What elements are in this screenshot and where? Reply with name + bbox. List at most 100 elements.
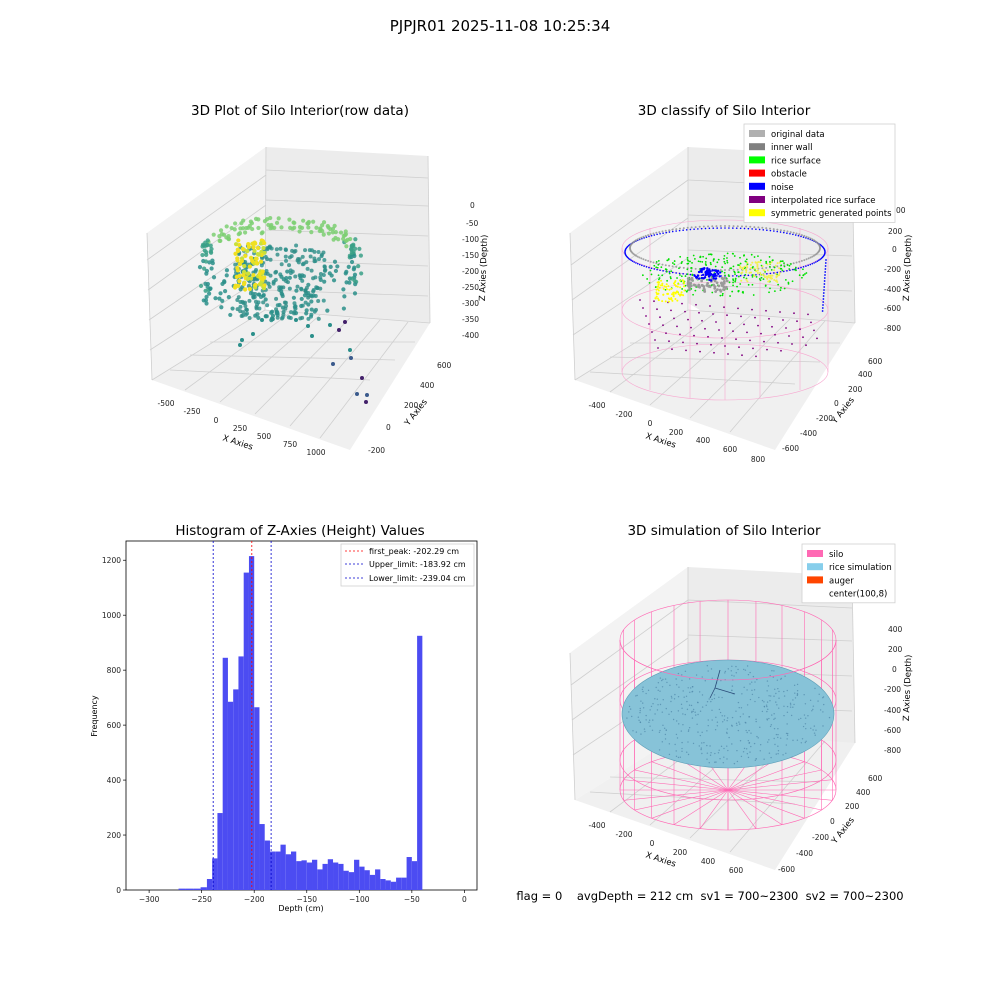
rice-sim-point xyxy=(783,714,785,717)
rice-sim-point xyxy=(706,700,709,703)
rice-sim-point xyxy=(687,741,689,743)
data-point xyxy=(311,288,316,293)
symmetric-point xyxy=(672,291,675,294)
data-point xyxy=(250,258,255,263)
symmetric-point xyxy=(661,282,664,285)
rice-sim-point xyxy=(744,669,747,671)
noise-point xyxy=(789,232,791,235)
interpolated-point xyxy=(654,339,656,341)
histogram-bar xyxy=(375,869,381,890)
noise-point xyxy=(685,229,688,231)
symmetric-point xyxy=(766,275,768,278)
data-point xyxy=(292,249,297,254)
wall-point xyxy=(719,225,722,228)
rice-sim-point xyxy=(707,719,709,721)
rice-sim-point xyxy=(695,714,697,716)
rice-sim-point xyxy=(748,729,750,732)
wall-point xyxy=(644,259,647,262)
rice-point xyxy=(669,276,672,278)
symmetric-point xyxy=(661,300,664,303)
rice-sim-point xyxy=(753,742,756,745)
noise-point xyxy=(643,265,645,267)
rice-point xyxy=(676,277,678,279)
histogram-bar xyxy=(333,862,339,890)
symmetric-point xyxy=(674,297,677,300)
silo-spoke xyxy=(727,789,783,825)
data-point xyxy=(310,334,314,338)
rice-point xyxy=(665,270,668,273)
noise-point xyxy=(682,272,684,275)
silo-spoke xyxy=(727,789,822,811)
data-point xyxy=(245,276,251,282)
symmetric-point xyxy=(745,271,748,274)
rice-sim-point xyxy=(681,674,683,676)
data-point xyxy=(239,221,244,226)
noise-point xyxy=(656,233,658,236)
data-point xyxy=(242,269,247,275)
rice-sim-point xyxy=(801,738,804,740)
wall-point xyxy=(800,234,803,237)
data-point xyxy=(224,273,229,278)
rice-point xyxy=(745,258,748,261)
symmetric-point xyxy=(756,267,759,270)
data-point xyxy=(280,292,285,297)
noise-point xyxy=(824,250,826,252)
interpolated-point xyxy=(681,302,683,305)
noise-point xyxy=(751,228,753,230)
interpolated-point xyxy=(721,337,723,339)
symmetric-point xyxy=(771,274,774,277)
rice-point xyxy=(726,257,728,259)
rice-sim-point xyxy=(663,727,666,730)
x-tick-label: 600 xyxy=(729,866,744,875)
noise-point xyxy=(818,259,820,262)
wall-point xyxy=(736,268,739,271)
data-point xyxy=(220,298,225,304)
rice-sim-point xyxy=(775,733,778,736)
rice-sim-point xyxy=(682,724,684,726)
interpolated-point xyxy=(718,329,720,331)
rice-sim-point xyxy=(735,722,738,725)
y-tick-label: 400 xyxy=(420,381,435,390)
data-point xyxy=(247,298,252,303)
data-point xyxy=(244,307,249,312)
data-point xyxy=(284,279,289,284)
rice-sim-point xyxy=(737,729,740,732)
rice-sim-point xyxy=(681,679,683,682)
data-point xyxy=(197,265,203,270)
data-point xyxy=(322,257,327,262)
data-point xyxy=(256,217,261,222)
rice-sim-point xyxy=(803,693,805,696)
rice-sim-point xyxy=(675,733,678,736)
rice-point xyxy=(726,261,729,264)
rice-point xyxy=(765,260,768,263)
rice-sim-point xyxy=(733,675,735,677)
rice-sim-point xyxy=(773,695,775,697)
data-point xyxy=(328,264,333,269)
rice-point xyxy=(757,255,759,258)
data-point xyxy=(258,259,264,264)
rice-sim-point xyxy=(682,713,684,715)
data-point xyxy=(204,250,209,255)
data-point xyxy=(355,392,359,396)
data-point xyxy=(204,301,209,306)
wall-point xyxy=(736,225,739,228)
data-point xyxy=(303,248,308,253)
data-point xyxy=(321,273,326,278)
data-point xyxy=(217,296,222,301)
rice-sim-point xyxy=(717,752,720,754)
data-point xyxy=(250,291,255,296)
interpolated-point xyxy=(662,324,664,327)
wall-point xyxy=(772,228,775,231)
rice-sim-point xyxy=(658,731,661,733)
symmetric-point xyxy=(678,279,681,282)
data-point xyxy=(257,306,262,311)
wall-point xyxy=(809,237,812,240)
symmetric-point xyxy=(679,294,682,297)
wall-point xyxy=(716,288,719,292)
plot3-title: Histogram of Z-Axies (Height) Values xyxy=(175,523,425,539)
wall-point xyxy=(661,263,664,266)
symmetric-point xyxy=(740,272,743,275)
rice-sim-point xyxy=(747,756,750,759)
rice-sim-point xyxy=(721,715,723,717)
rice-sim-point xyxy=(813,725,816,727)
